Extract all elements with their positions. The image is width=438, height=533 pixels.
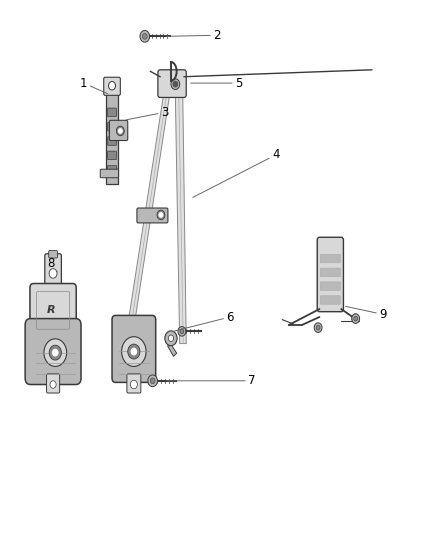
Circle shape <box>165 331 177 346</box>
FancyBboxPatch shape <box>127 374 141 393</box>
Circle shape <box>157 210 165 220</box>
Text: 5: 5 <box>191 77 242 90</box>
Circle shape <box>178 327 186 336</box>
Text: 6: 6 <box>173 311 233 332</box>
FancyBboxPatch shape <box>108 123 117 131</box>
FancyBboxPatch shape <box>158 70 186 98</box>
Circle shape <box>171 79 180 90</box>
Circle shape <box>131 380 138 389</box>
Circle shape <box>148 375 157 386</box>
Circle shape <box>150 378 155 384</box>
FancyBboxPatch shape <box>320 296 340 304</box>
Polygon shape <box>167 346 177 357</box>
FancyBboxPatch shape <box>49 251 57 258</box>
FancyBboxPatch shape <box>317 237 343 312</box>
Circle shape <box>53 350 58 356</box>
FancyBboxPatch shape <box>320 282 340 290</box>
Circle shape <box>352 314 360 324</box>
Circle shape <box>159 213 162 217</box>
FancyBboxPatch shape <box>320 254 340 263</box>
Circle shape <box>44 339 67 367</box>
Circle shape <box>49 345 61 360</box>
Circle shape <box>109 82 116 90</box>
Circle shape <box>49 269 57 278</box>
Text: 2: 2 <box>166 29 221 42</box>
Polygon shape <box>175 95 186 344</box>
Text: 3: 3 <box>127 106 168 120</box>
FancyBboxPatch shape <box>108 137 117 146</box>
Text: 9: 9 <box>346 306 386 321</box>
FancyBboxPatch shape <box>320 268 340 277</box>
FancyBboxPatch shape <box>30 284 76 337</box>
Circle shape <box>316 325 320 330</box>
Circle shape <box>140 30 150 42</box>
Circle shape <box>173 82 177 87</box>
FancyBboxPatch shape <box>100 169 119 177</box>
Polygon shape <box>106 91 118 184</box>
Text: 1: 1 <box>80 77 108 94</box>
FancyBboxPatch shape <box>108 151 117 160</box>
Circle shape <box>50 381 56 388</box>
FancyBboxPatch shape <box>108 165 117 174</box>
Circle shape <box>128 344 140 359</box>
Circle shape <box>168 335 173 342</box>
Circle shape <box>131 349 137 355</box>
Polygon shape <box>127 95 170 328</box>
Circle shape <box>180 329 184 334</box>
Circle shape <box>314 323 322 333</box>
FancyBboxPatch shape <box>104 77 120 95</box>
Text: 8: 8 <box>47 257 57 272</box>
FancyBboxPatch shape <box>25 319 81 384</box>
FancyBboxPatch shape <box>46 374 60 393</box>
Circle shape <box>117 126 124 136</box>
Text: R: R <box>46 305 55 315</box>
Circle shape <box>354 316 357 321</box>
FancyBboxPatch shape <box>137 208 168 223</box>
Circle shape <box>142 34 147 39</box>
Text: 4: 4 <box>193 148 279 197</box>
Circle shape <box>119 129 122 133</box>
Text: 7: 7 <box>166 374 255 387</box>
FancyBboxPatch shape <box>110 120 128 141</box>
FancyBboxPatch shape <box>112 316 155 382</box>
FancyBboxPatch shape <box>108 108 117 117</box>
Circle shape <box>122 337 146 367</box>
FancyBboxPatch shape <box>45 254 61 293</box>
